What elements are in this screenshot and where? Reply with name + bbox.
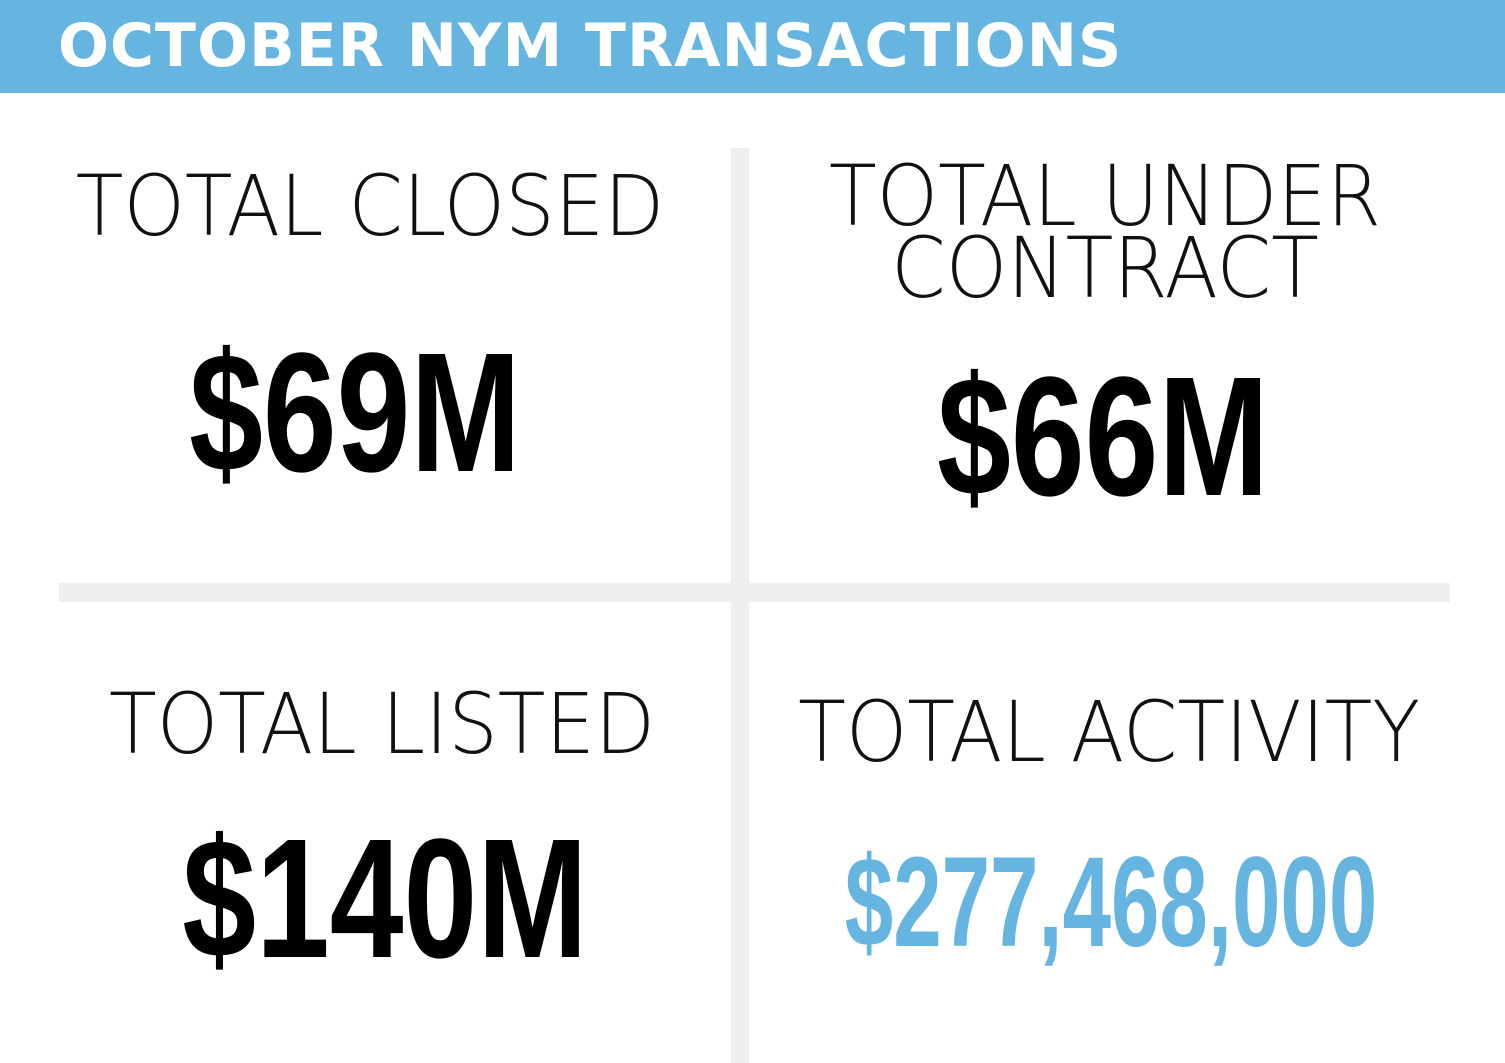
stat-value-closed: $69M — [189, 318, 521, 508]
stat-value-listed: $140M — [182, 804, 588, 994]
header-banner: OCTOBER NYM TRANSACTIONS — [0, 0, 1505, 93]
stat-label-under-contract-line2: CONTRACT — [891, 219, 1319, 317]
stat-label-closed: TOTAL CLOSED — [75, 157, 665, 255]
stat-label-under-contract-line1: TOTAL UNDER — [828, 147, 1382, 245]
stat-value-under-contract: $66M — [937, 342, 1269, 532]
page-title: OCTOBER NYM TRANSACTIONS — [58, 11, 1123, 81]
vertical-divider — [731, 148, 749, 1063]
horizontal-divider — [59, 583, 1450, 602]
stat-label-listed: TOTAL LISTED — [108, 675, 656, 773]
stat-label-activity: TOTAL ACTIVITY — [798, 683, 1421, 781]
stat-value-activity: $277,468,000 — [844, 831, 1378, 974]
